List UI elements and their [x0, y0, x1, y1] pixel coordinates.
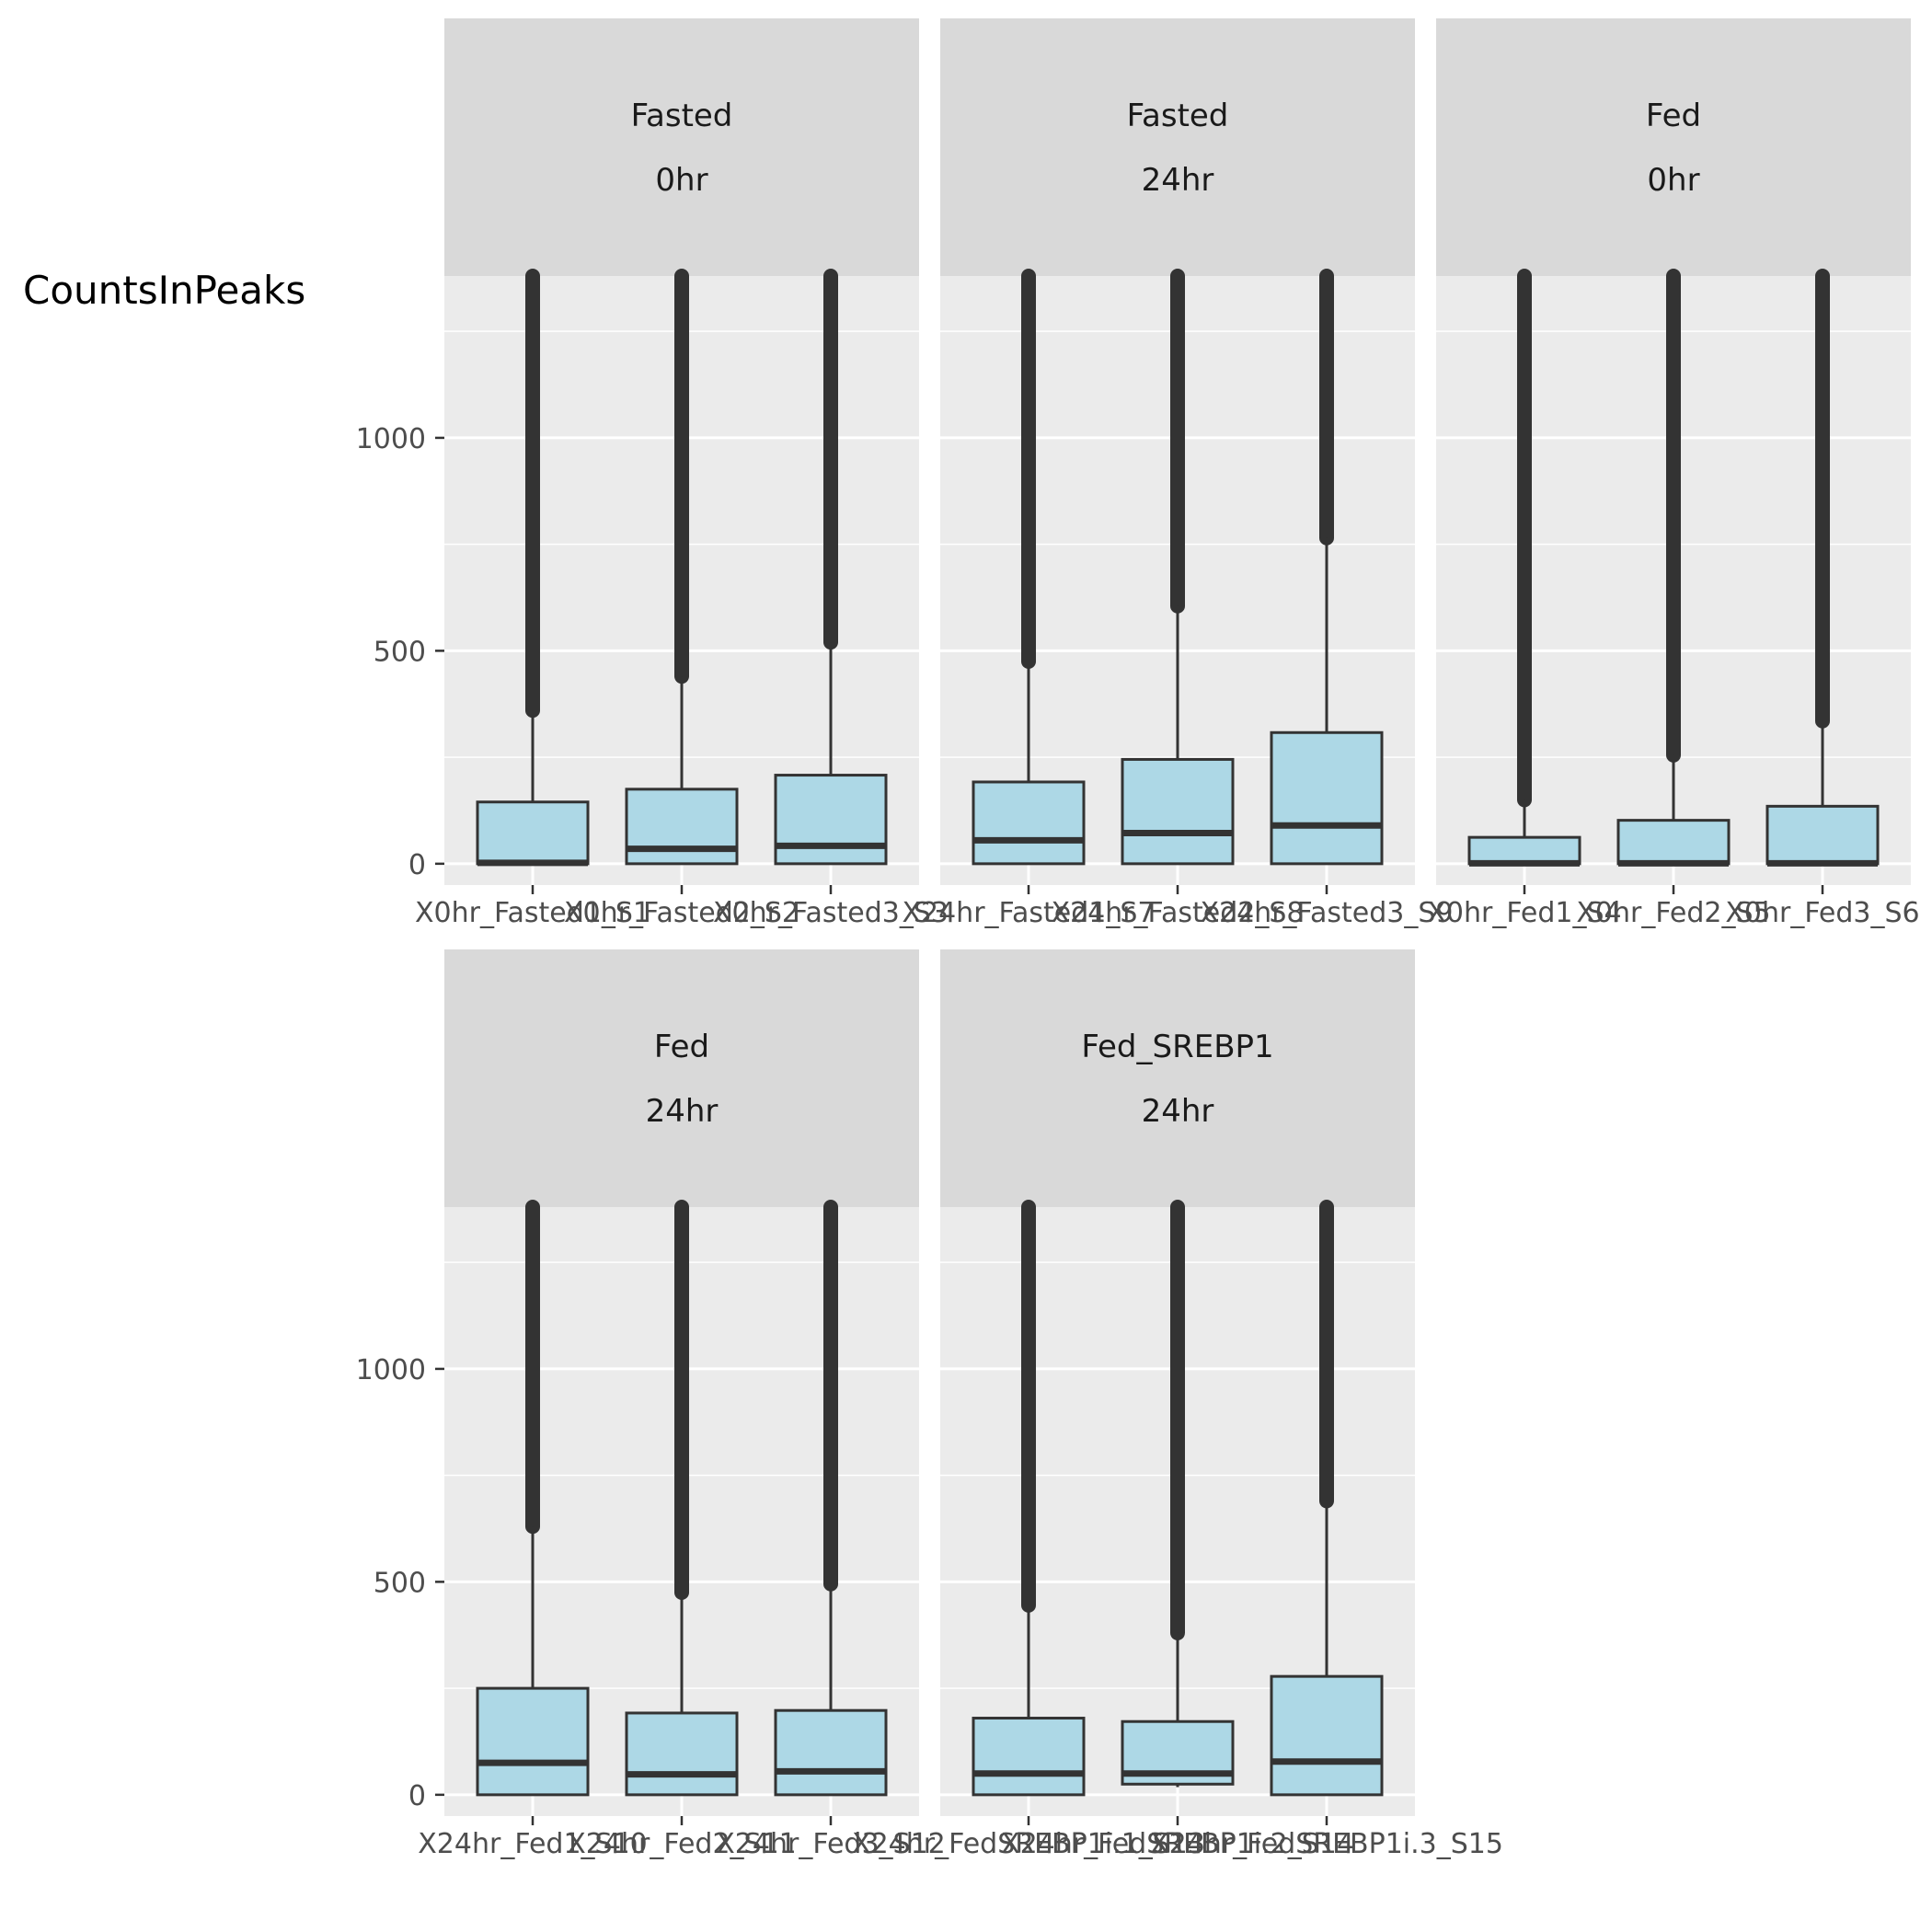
x-tick-label: X0hr_Fed2_S5 [1576, 897, 1770, 929]
x-tick-label: X0hr_Fasted3_S3 [713, 897, 949, 929]
facet-panel: Fed_SREBP1 24hr X24hr_FedSREBP1i.1_S13X24h… [852, 949, 1503, 1860]
facet-strip-label-2: 0hr [1647, 162, 1699, 199]
facet-strip [940, 949, 1415, 1207]
x-tick-label: X0hr_Fasted1_S1 [415, 897, 650, 929]
x-tick-label: X24hr_Fed1_S10 [418, 1828, 648, 1860]
x-tick-label: X0hr_Fed1_S4 [1427, 897, 1621, 929]
box-X0hr_Fasted2_S2: X0hr_Fasted2_S2 [564, 269, 799, 929]
x-tick-label: X0hr_Fasted2_S2 [564, 897, 799, 929]
facet-strip-label-1: Fed_SREBP1 [1081, 1029, 1273, 1065]
y-tick-label: 0 [408, 1780, 426, 1812]
box-iqr [1616, 819, 1731, 866]
facet-strip-label-2: 24hr [646, 1093, 719, 1130]
y-axis-label: CountsInPeaks [23, 268, 305, 313]
y-tick-label: 1000 [356, 1354, 426, 1386]
y-tick-label: 1000 [356, 423, 426, 455]
box-X24hr_FedSREBP1i.2_S14: X24hr_FedSREBP1i.2_S14 [1001, 1200, 1354, 1860]
facet-panel: Fed 0hr X0hr_Fed1_S4X0hr_Fed2_S5X0hr_Fed3_… [1427, 18, 1920, 929]
box-X24hr_FedSREBP1i.3_S15: X24hr_FedSREBP1i.3_S15 [1150, 1200, 1503, 1860]
facet-strip [940, 18, 1415, 276]
x-tick-label: X24hr_FedSREBP1i.1_S13 [852, 1828, 1205, 1860]
box-iqr [1121, 757, 1235, 866]
x-tick-label: X24hr_Fasted2_S8 [1051, 897, 1304, 929]
facet-strip-label-1: Fasted [631, 98, 733, 134]
facet-strip [444, 18, 919, 276]
x-tick-label: X24hr_Fed2_S11 [567, 1828, 797, 1860]
box-X24hr_Fed3_S12: X24hr_Fed3_S12 [716, 1200, 946, 1860]
box-X24hr_Fed2_S11: X24hr_Fed2_S11 [567, 1200, 797, 1860]
box-X24hr_Fed1_S10: X24hr_Fed1_S10 [418, 1200, 648, 1860]
box-iqr [625, 788, 739, 866]
x-tick-label: X0hr_Fed3_S6 [1725, 897, 1919, 929]
x-tick-label: X24hr_Fed3_S12 [716, 1828, 946, 1860]
box-X24hr_Fasted2_S8: X24hr_Fasted2_S8 [1051, 269, 1305, 929]
box-X0hr_Fed1_S4: X0hr_Fed1_S4 [1427, 269, 1622, 929]
box-X24hr_Fasted1_S7: X24hr_Fasted1_S7 [902, 269, 1156, 929]
y-tick-label: 0 [408, 849, 426, 881]
facet-panel: Fed 24hr X24hr_Fed1_S10X24hr_Fed2_S11X24hr… [418, 949, 946, 1860]
box-iqr [476, 1686, 590, 1797]
box-X0hr_Fed3_S6: X0hr_Fed3_S6 [1725, 269, 1920, 929]
y-tick-label: 500 [374, 1567, 426, 1599]
facet-strip [444, 949, 919, 1207]
facet-strip-label-2: 0hr [655, 162, 707, 199]
box-iqr [774, 1708, 888, 1797]
box-iqr [774, 774, 888, 866]
y-tick-label: 500 [374, 636, 426, 668]
facet-strip-label-2: 24hr [1142, 162, 1214, 199]
box-iqr [625, 1711, 739, 1797]
facet-strip-label-1: Fed [654, 1029, 709, 1065]
box-iqr [972, 1717, 1086, 1797]
box-iqr [1270, 1674, 1384, 1797]
box-iqr [972, 780, 1086, 866]
box-X24hr_Fasted3_S9: X24hr_Fasted3_S9 [1200, 269, 1454, 929]
box-iqr [1765, 804, 1880, 866]
x-tick-label: X24hr_Fasted3_S9 [1200, 897, 1453, 929]
box-X0hr_Fasted3_S3: X0hr_Fasted3_S3 [713, 269, 949, 929]
box-iqr [1270, 730, 1384, 866]
facet-panel: Fasted 24hr X24hr_Fasted1_S7X24hr_Fasted2_… [902, 18, 1454, 929]
x-tick-label: X24hr_FedSREBP1i.3_S15 [1150, 1828, 1503, 1860]
facet-strip-label-1: Fed [1646, 98, 1701, 134]
facet-strip-label-2: 24hr [1142, 1093, 1214, 1130]
x-tick-label: X24hr_Fasted1_S7 [902, 897, 1155, 929]
facet-panel: Fasted 0hr X0hr_Fasted1_S1X0hr_Fasted2_S2X… [415, 18, 949, 929]
box-iqr [476, 800, 590, 866]
box-X24hr_FedSREBP1i.1_S13: X24hr_FedSREBP1i.1_S13 [852, 1200, 1205, 1860]
facet-strip-label-1: Fasted [1127, 98, 1229, 134]
x-tick-label: X24hr_FedSREBP1i.2_S14 [1001, 1828, 1354, 1860]
box-X0hr_Fed2_S5: X0hr_Fed2_S5 [1576, 269, 1771, 929]
facet-strip [1436, 18, 1911, 276]
box-iqr [1467, 835, 1581, 866]
box-X0hr_Fasted1_S1: X0hr_Fasted1_S1 [415, 269, 650, 929]
